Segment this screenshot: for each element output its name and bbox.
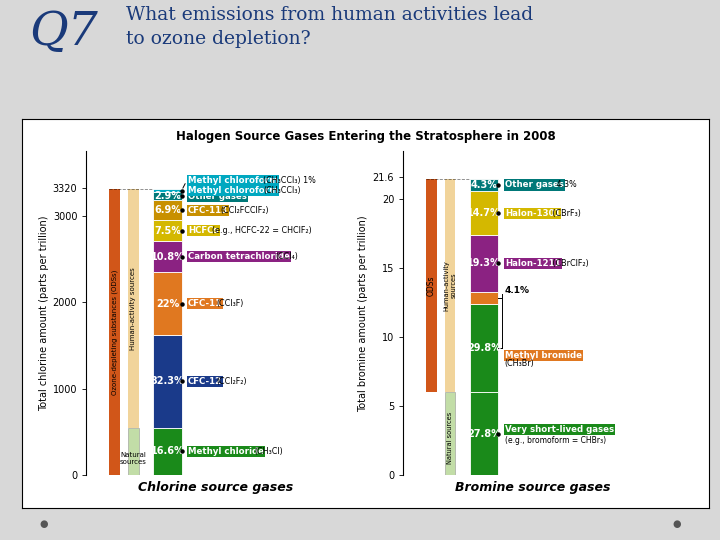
Bar <box>426 179 437 393</box>
Text: 16.6%: 16.6% <box>150 447 184 456</box>
Bar <box>470 292 498 304</box>
Text: ●: ● <box>672 519 681 529</box>
Text: Q7: Q7 <box>29 10 98 55</box>
Text: (CCl₂FCClF₂): (CCl₂FCClF₂) <box>221 206 269 215</box>
Text: (CH₃Cl): (CH₃Cl) <box>254 447 283 456</box>
Text: Human-activity
sources: Human-activity sources <box>444 260 456 311</box>
Text: Natural sources: Natural sources <box>447 412 453 464</box>
Text: Halon-1211: Halon-1211 <box>505 259 560 268</box>
Text: (CBrF₃): (CBrF₃) <box>550 208 581 218</box>
Text: Other gases: Other gases <box>505 180 564 190</box>
Text: 29.8%: 29.8% <box>467 343 501 353</box>
Text: 19.3%: 19.3% <box>467 259 501 268</box>
Bar <box>470 393 498 475</box>
Text: (CH₃Br): (CH₃Br) <box>505 359 535 368</box>
Bar <box>153 428 181 475</box>
Text: Other gases: Other gases <box>188 192 247 201</box>
Bar <box>470 191 498 235</box>
Text: 32.3%: 32.3% <box>150 376 184 387</box>
Text: HCFCs: HCFCs <box>188 226 219 235</box>
Text: 6.9%: 6.9% <box>154 205 181 215</box>
Text: (e.g., HCFC-22 = CHClF₂): (e.g., HCFC-22 = CHClF₂) <box>212 226 312 235</box>
Text: Human-activity sources: Human-activity sources <box>130 267 136 350</box>
Bar <box>153 192 181 200</box>
Bar <box>153 335 181 428</box>
Text: 2.9%: 2.9% <box>154 191 181 201</box>
Text: Ozone-depleting substances (ODSs): Ozone-depleting substances (ODSs) <box>112 269 118 395</box>
Text: CFC-113: CFC-113 <box>188 206 228 215</box>
Text: 7.5%: 7.5% <box>154 226 181 236</box>
Text: 10.8%: 10.8% <box>150 252 184 262</box>
Bar <box>445 393 456 475</box>
Text: ODSs: ODSs <box>427 275 436 296</box>
Y-axis label: Total chlorine amount (parts per trillion): Total chlorine amount (parts per trillio… <box>39 215 48 411</box>
Bar <box>153 189 181 192</box>
Text: 4.3%: 4.3% <box>471 180 498 190</box>
Text: (CCl₂F₂): (CCl₂F₂) <box>217 377 247 386</box>
Text: (CCl₃F): (CCl₃F) <box>217 299 244 308</box>
Bar <box>109 189 120 475</box>
Text: What emissions from human activities lead
to ozone depletion?: What emissions from human activities lea… <box>126 6 533 48</box>
Text: (CBrClF₂): (CBrClF₂) <box>550 259 589 268</box>
Bar <box>128 428 139 475</box>
Bar <box>470 179 498 191</box>
Text: (e.g., bromoform = CHBr₃): (e.g., bromoform = CHBr₃) <box>505 436 606 446</box>
Text: 22%: 22% <box>156 299 179 309</box>
Bar <box>153 200 181 220</box>
Text: CFC-11: CFC-11 <box>188 299 222 308</box>
Text: Very short-lived gases: Very short-lived gases <box>505 425 614 434</box>
Text: 4.1%: 4.1% <box>505 286 530 295</box>
Y-axis label: Total bromine amount (parts per trillion): Total bromine amount (parts per trillion… <box>359 215 369 411</box>
Bar <box>445 179 456 393</box>
Bar <box>470 235 498 292</box>
Bar <box>153 272 181 335</box>
Text: 27.8%: 27.8% <box>467 429 501 439</box>
Bar <box>153 241 181 272</box>
Text: 4.3%: 4.3% <box>554 180 577 190</box>
Bar <box>153 220 181 241</box>
Text: Methyl bromide: Methyl bromide <box>505 351 582 360</box>
X-axis label: Chlorine source gases: Chlorine source gases <box>138 481 294 494</box>
Text: Halogen Source Gases Entering the Stratosphere in 2008: Halogen Source Gases Entering the Strato… <box>176 131 555 144</box>
Text: Carbon tetrachloride: Carbon tetrachloride <box>188 252 290 261</box>
Text: 14.7%: 14.7% <box>467 208 501 218</box>
Text: (CH₃CCl₃) 1%: (CH₃CCl₃) 1% <box>263 176 316 185</box>
Text: Methyl chloride: Methyl chloride <box>188 447 264 456</box>
Text: Methyl chloroform: Methyl chloroform <box>188 176 278 185</box>
Text: Natural
sources: Natural sources <box>120 452 147 465</box>
Text: (CH₃CCl₃): (CH₃CCl₃) <box>263 186 300 195</box>
Text: Halon-1301: Halon-1301 <box>505 208 560 218</box>
Text: (CCl₄): (CCl₄) <box>276 252 298 261</box>
Bar <box>128 189 139 428</box>
Text: Methyl chloroform: Methyl chloroform <box>188 186 278 195</box>
X-axis label: Bromine source gases: Bromine source gases <box>455 481 611 494</box>
Text: CFC-12: CFC-12 <box>188 377 222 386</box>
Text: ●: ● <box>39 519 48 529</box>
Bar <box>470 304 498 393</box>
